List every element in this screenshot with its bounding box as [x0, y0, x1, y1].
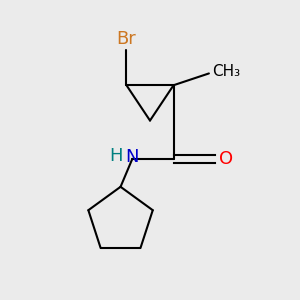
- Text: Br: Br: [117, 30, 136, 48]
- Text: O: O: [219, 150, 233, 168]
- Text: CH₃: CH₃: [212, 64, 240, 80]
- Text: H: H: [110, 147, 123, 165]
- Text: N: N: [126, 148, 139, 166]
